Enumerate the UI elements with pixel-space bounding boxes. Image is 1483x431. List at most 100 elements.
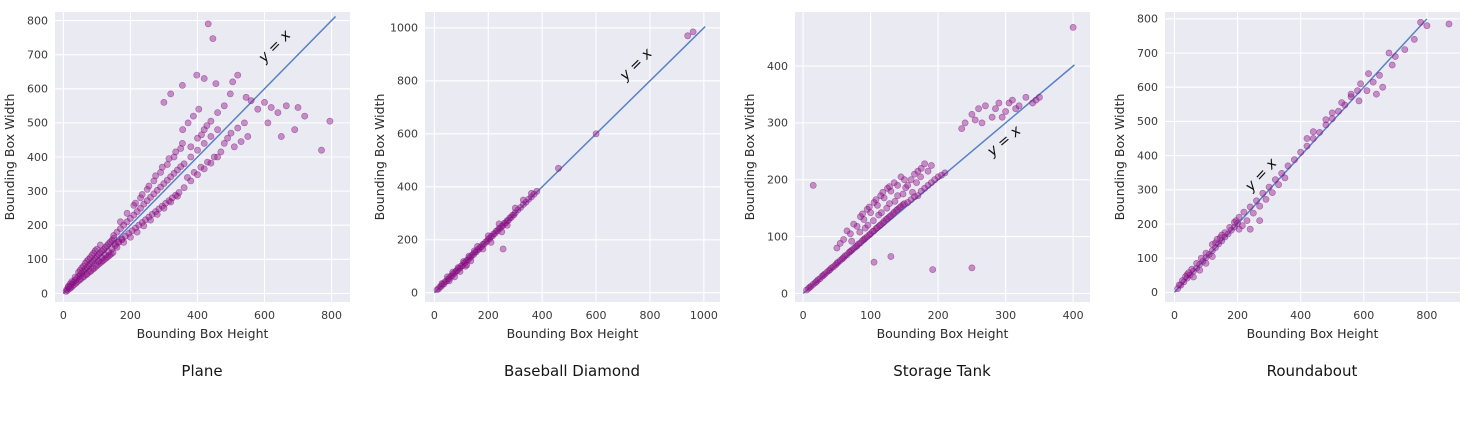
y-axis-label: Bounding Box Width (742, 94, 757, 221)
scatter-point (160, 204, 168, 212)
scatter-point (247, 97, 255, 105)
scatter-point (886, 200, 893, 207)
scatter-point (1235, 225, 1243, 233)
scatter-point (98, 254, 106, 261)
y-tick-label: 0 (411, 287, 418, 300)
scatter-point (1005, 99, 1013, 107)
scatter-point (1202, 259, 1210, 267)
scatter-point (184, 119, 192, 127)
x-tick-label: 100 (860, 309, 881, 322)
scatter-point (887, 253, 895, 260)
scatter-point (214, 153, 221, 161)
scatter-point (210, 153, 218, 161)
scatter-point (209, 35, 217, 42)
x-tick-label: 800 (321, 309, 342, 322)
y-tick-label: 400 (1137, 149, 1158, 162)
scatter-point (444, 273, 451, 281)
scatter-point (961, 119, 969, 127)
scatter-point (326, 117, 334, 125)
scatter-point (229, 78, 237, 86)
scatter-point (230, 143, 238, 151)
scatter-point (157, 168, 164, 176)
scatter-point (978, 119, 986, 127)
scatter-point (592, 130, 600, 138)
scatter-point (224, 134, 231, 142)
scatter-point (856, 228, 864, 236)
y-tick-label: 800 (27, 14, 48, 27)
x-tick-label: 0 (800, 309, 807, 322)
scatter-point (1069, 23, 1077, 31)
scatter-point (133, 208, 141, 215)
y-tick-label: 200 (1137, 218, 1158, 231)
x-tick-label: 1000 (690, 309, 718, 322)
x-tick-label: 800 (639, 309, 660, 322)
x-tick-label: 600 (1353, 309, 1374, 322)
scatter-point (1213, 235, 1221, 243)
scatter-point (170, 169, 178, 177)
scatter-point (1417, 18, 1424, 26)
scatter-point (684, 32, 692, 40)
scatter-point (294, 104, 302, 111)
scatter-point (1357, 80, 1364, 88)
scatter-point (187, 177, 195, 185)
scatter-point (207, 117, 215, 125)
scatter-point (1218, 231, 1226, 239)
scatter-point (217, 148, 225, 156)
scatter-point (479, 245, 487, 253)
scatter-point (1385, 49, 1393, 57)
scatter-point (1268, 189, 1276, 196)
scatter-point (274, 109, 282, 116)
scatter-point (282, 102, 290, 110)
scatter-point (1002, 108, 1009, 115)
scatter-point (143, 185, 151, 193)
scatter-point (111, 240, 119, 248)
scatter-point (267, 104, 275, 111)
scatter-points (803, 23, 1077, 294)
scatter-point (968, 111, 976, 118)
y-tick-label: 700 (27, 48, 48, 61)
scatter-point (190, 168, 198, 176)
scatter-point (968, 264, 976, 272)
scatter-point (1246, 203, 1254, 211)
scatter-point (203, 122, 211, 129)
scatter-point (938, 171, 945, 179)
scatter-point (220, 102, 228, 110)
x-tick-label: 0 (431, 309, 438, 322)
scatter-point (165, 155, 173, 163)
scatter-point (140, 200, 148, 208)
chart-title-roundabout: Roundabout (1266, 362, 1358, 380)
scatter-point (140, 222, 148, 230)
charts-row: 0 200 400 600 800 0 100 200 300 400 500 600 700 800 Bo… (2, 12, 1460, 380)
scatter-point (1256, 202, 1264, 210)
scatter-point (689, 28, 697, 36)
scatter-point (150, 177, 158, 185)
scatter-point (277, 133, 285, 140)
y-tick-label: 500 (1137, 115, 1158, 128)
scatter-point (1246, 225, 1254, 233)
x-tick-label: 200 (1227, 309, 1248, 322)
scatter-point (135, 221, 143, 229)
scatter-point (995, 99, 1003, 107)
scatter-point (1328, 115, 1336, 123)
scatter-point (1275, 181, 1282, 189)
scatter-point (924, 181, 932, 189)
scatter-point (1240, 208, 1248, 216)
scatter-point (859, 210, 866, 218)
scatter-point (911, 193, 918, 201)
scatter-point (503, 221, 511, 229)
scatter-point (1363, 87, 1371, 95)
scatter-point (907, 176, 915, 184)
scatter-point (180, 184, 188, 192)
y-tick-label: 800 (397, 75, 418, 88)
scatter-point (1175, 281, 1183, 289)
scatter-point (204, 20, 212, 28)
chart-title-baseball-diamond: Baseball Diamond (503, 362, 641, 380)
scatter-point (886, 183, 893, 190)
scatter-point (848, 237, 856, 245)
scatter-point (454, 264, 462, 271)
scatter-point (463, 261, 471, 269)
scatter-point (1208, 253, 1216, 260)
grid (1165, 12, 1460, 302)
scatter-point (917, 187, 925, 195)
y-tick-label: 1000 (390, 22, 418, 35)
